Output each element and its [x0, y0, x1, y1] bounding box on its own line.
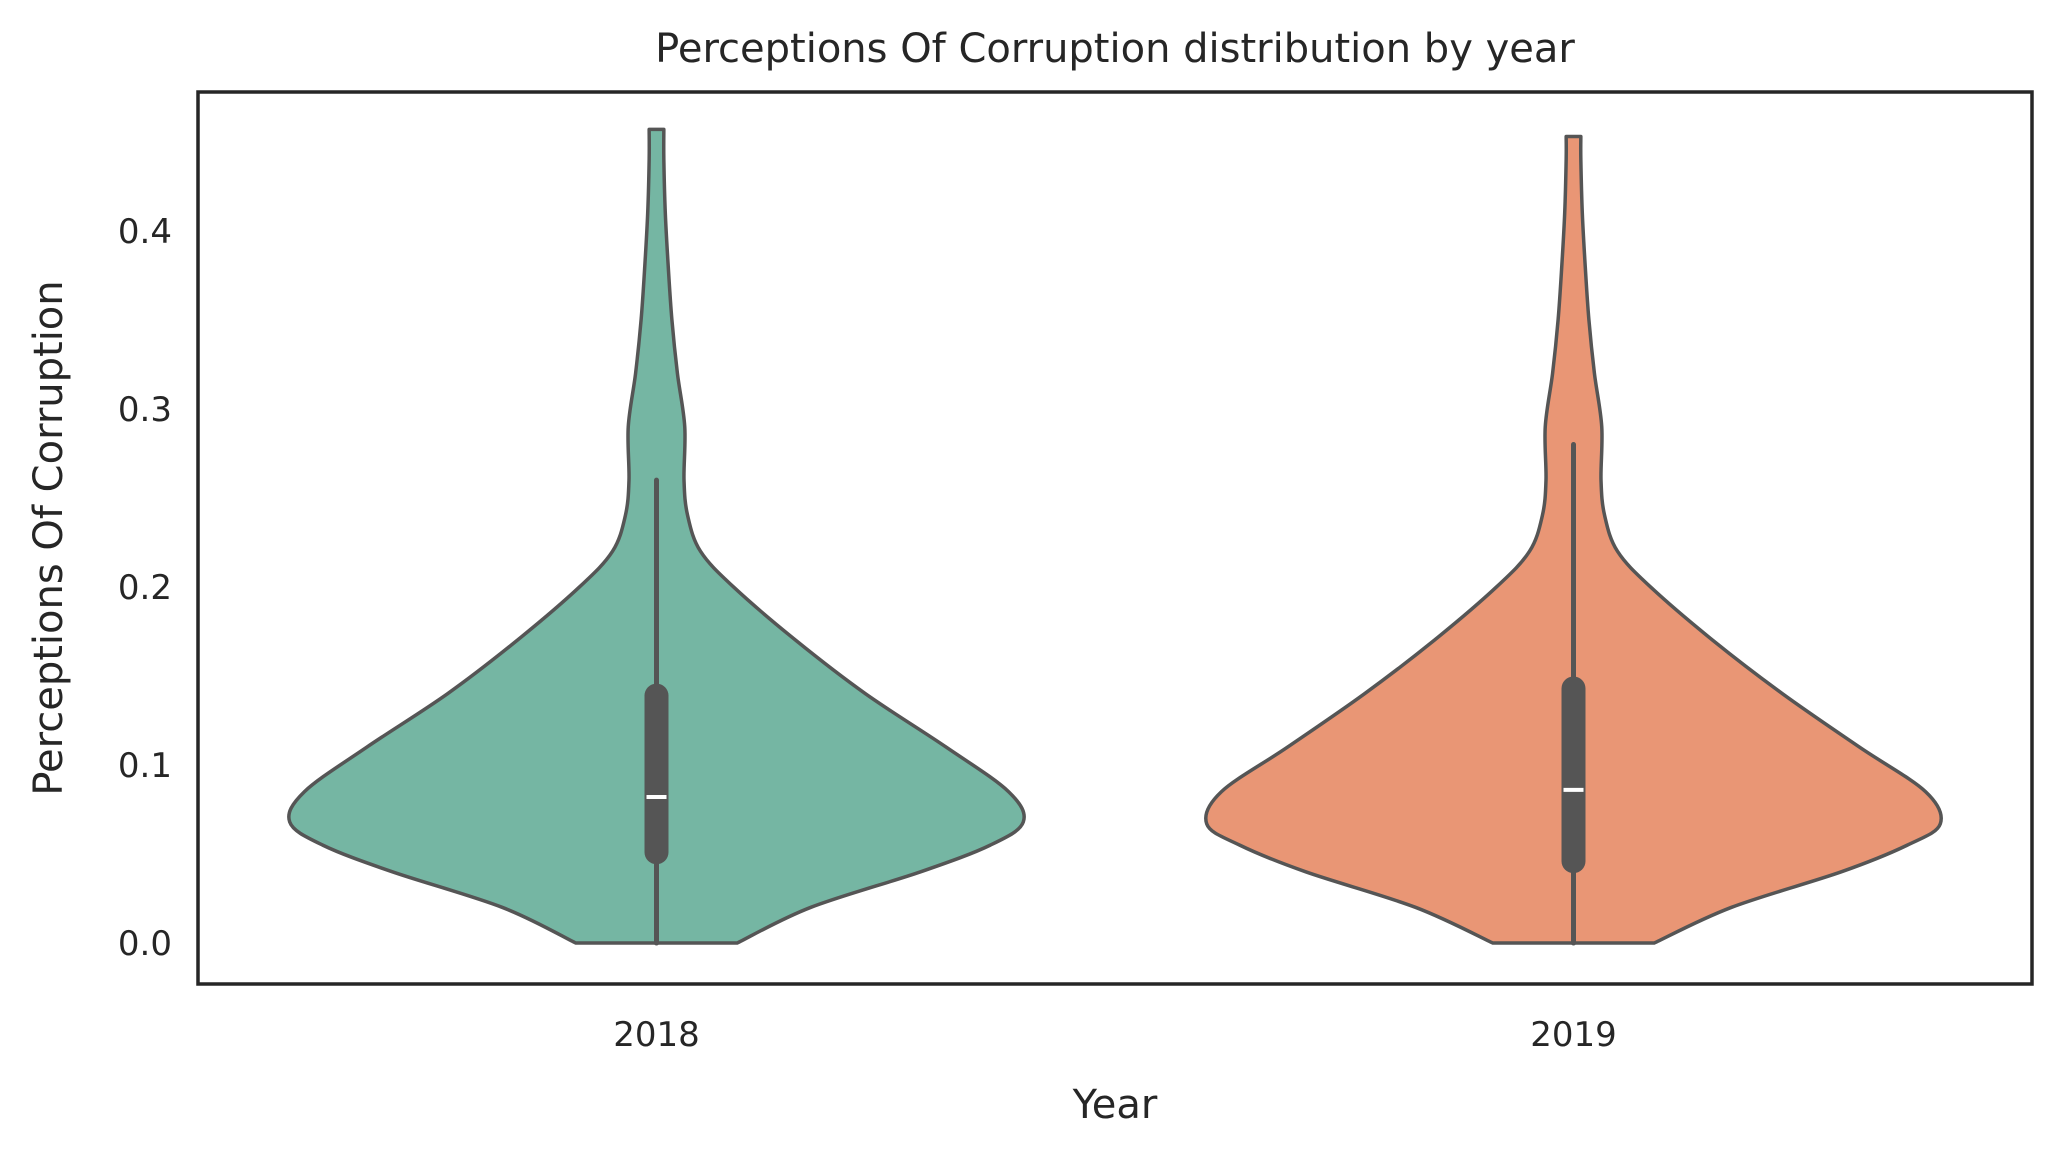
- y-axis-ticks: 0.0 0.1 0.2 0.3 0.4: [118, 212, 172, 964]
- x-axis-label: Year: [1072, 1082, 1158, 1128]
- y-tick-label: 0.0: [118, 924, 172, 964]
- violins-group: [287, 127, 1943, 946]
- y-tick-label: 0.3: [118, 390, 172, 430]
- x-tick-label: 2018: [613, 1015, 700, 1055]
- x-axis-ticks: 2018 2019: [613, 1015, 1617, 1055]
- y-tick-label: 0.4: [118, 212, 172, 252]
- chart-title: Perceptions Of Corruption distribution b…: [655, 26, 1575, 72]
- y-axis-label: Perceptions Of Corruption: [26, 280, 72, 795]
- y-tick-label: 0.2: [118, 568, 172, 608]
- x-tick-label: 2019: [1530, 1015, 1617, 1055]
- y-tick-label: 0.1: [118, 746, 172, 786]
